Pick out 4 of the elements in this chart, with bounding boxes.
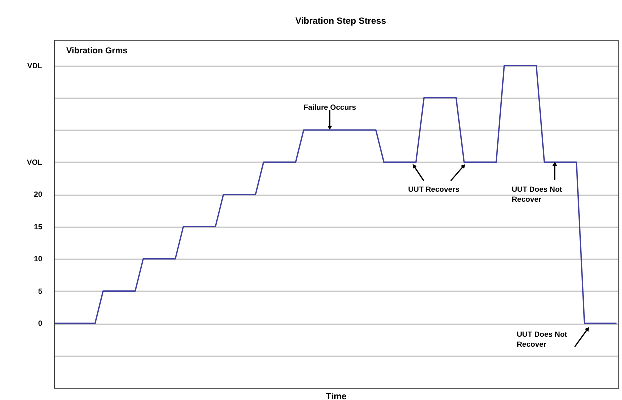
chart-title: Vibration Step Stress xyxy=(296,16,386,26)
y-axis-title: Vibration Grms xyxy=(66,46,128,56)
line-series xyxy=(54,65,618,324)
x-axis-title: Time xyxy=(326,392,347,400)
